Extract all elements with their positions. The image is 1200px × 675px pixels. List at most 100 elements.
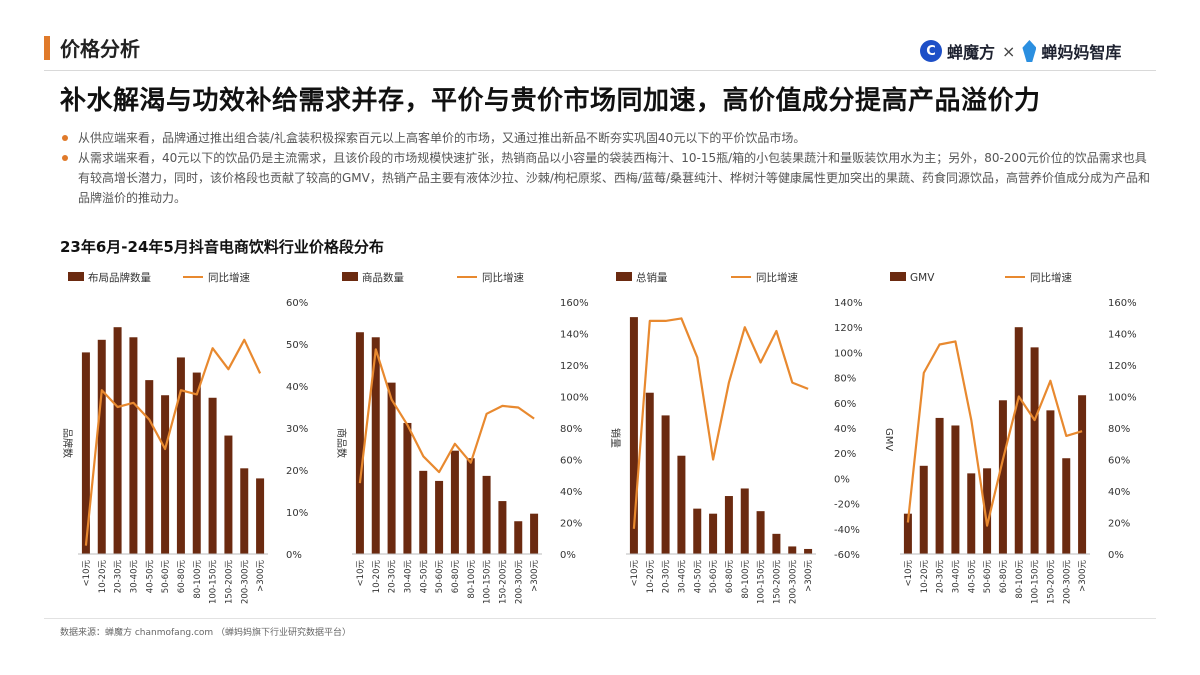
data-source: 数据来源：蝉魔方 chanmofang.com （蝉妈妈旗下行业研究数据平台） <box>60 628 352 638</box>
x-tick-label: 80-100元 <box>1015 560 1025 599</box>
chart-section-title: 23年6月-24年5月抖音电商饮料行业价格段分布 <box>60 238 384 256</box>
y2-tick-label: 60% <box>1108 456 1130 467</box>
y2-tick-label: -60% <box>834 550 860 561</box>
bar-1 <box>919 465 928 554</box>
x-tick-label: 50-60元 <box>435 560 445 594</box>
bar-2 <box>387 382 396 554</box>
x-tick-label: <10元 <box>82 560 92 587</box>
y2-tick-label: 20% <box>834 449 856 460</box>
y2-tick-label: 160% <box>1108 298 1137 309</box>
legend-line-label: 同比增速 <box>208 271 250 284</box>
y2-tick-label: 50% <box>286 340 308 351</box>
growth-line <box>906 340 1083 527</box>
y2-tick-label: 20% <box>1108 519 1130 530</box>
y2-tick-label: 100% <box>1108 393 1137 404</box>
x-tick-label: 150-200元 <box>1046 560 1056 605</box>
growth-line <box>358 348 535 484</box>
x-tick-label: <10元 <box>904 560 914 587</box>
x-tick-label: 100-150元 <box>757 560 767 605</box>
x-tick-label: >300元 <box>804 560 814 592</box>
y2-tick-label: -20% <box>834 500 860 511</box>
bullet-item-supply: 从供应端来看，品牌通过推出组合装/礼盒装积极探索百元以上高客单价的市场，又通过推… <box>60 128 1150 148</box>
y2-tick-label: 140% <box>1108 330 1137 341</box>
legend-bar-label: 布局品牌数量 <box>88 271 151 284</box>
x-tick-label: 200-300元 <box>788 560 798 605</box>
bar-8 <box>1030 347 1039 554</box>
y-axis-label: GMV <box>883 428 894 451</box>
y2-tick-label: 60% <box>286 298 308 309</box>
chart-panel-products: 商品数量 同比增速 商品数 <10元 10-20元 20-30元 30-40元 40-50元 5… <box>332 262 608 622</box>
bar-4 <box>419 470 428 554</box>
x-tick-label: 20-30元 <box>114 560 124 594</box>
bar-0 <box>629 317 638 554</box>
chart-svg: GMV 同比增速 GMV <10元 10-20元 20-30元 30-40元 40-50元 50… <box>883 271 1137 605</box>
bar-11 <box>804 548 813 554</box>
x-tick-label: 30-40元 <box>403 560 413 594</box>
bar-11 <box>530 513 539 554</box>
chart-panel-gmv: GMV 同比增速 GMV <10元 10-20元 20-30元 30-40元 40-50元 50… <box>880 262 1156 622</box>
bullet-dot-icon <box>62 135 68 141</box>
y2-tick-label: 0% <box>834 474 850 485</box>
bar-5 <box>161 395 170 554</box>
bar-10 <box>788 546 797 554</box>
bullet-text: 从供应端来看，品牌通过推出组合装/礼盒装积极探索百元以上高客单价的市场，又通过推… <box>78 131 806 145</box>
bar-8 <box>482 475 491 554</box>
bar-5 <box>435 480 444 554</box>
x-tick-label: 100-150元 <box>209 560 219 605</box>
bar-0 <box>355 332 364 554</box>
bar-9 <box>1046 410 1055 554</box>
bar-10 <box>240 468 249 554</box>
bar-2 <box>661 415 670 554</box>
y2-tick-label: 160% <box>560 298 589 309</box>
x-tick-label: 30-40元 <box>677 560 687 594</box>
x-tick-label: 150-200元 <box>772 560 782 605</box>
bar-6 <box>450 450 459 554</box>
brand-logos: C 蝉魔方 × 蝉妈妈智库 <box>920 38 1121 64</box>
y2-tick-label: 120% <box>1108 361 1137 372</box>
bar-11 <box>256 478 265 554</box>
bullet-list: 从供应端来看，品牌通过推出组合装/礼盒装积极探索百元以上高客单价的市场，又通过推… <box>60 128 1150 208</box>
y2-tick-label: 0% <box>560 550 576 561</box>
chanmama-logo-icon <box>1022 40 1037 62</box>
bar-4 <box>145 380 154 554</box>
growth-line <box>632 317 809 529</box>
bar-1 <box>97 339 106 554</box>
x-tick-label: 20-30元 <box>936 560 946 594</box>
y2-tick-label: 60% <box>560 456 582 467</box>
y2-tick-label: -40% <box>834 525 860 536</box>
growth-line <box>84 338 262 546</box>
y2-tick-label: 10% <box>286 508 308 519</box>
legend-bar-swatch <box>342 272 358 281</box>
footer-divider <box>44 618 1156 619</box>
bar-3 <box>403 422 412 554</box>
x-tick-label: 10-20元 <box>920 560 930 594</box>
y2-tick-label: 100% <box>560 393 589 404</box>
bar-9 <box>772 533 781 554</box>
y2-tick-label: 100% <box>834 348 863 359</box>
x-tick-label: 20-30元 <box>662 560 672 594</box>
legend-line-label: 同比增速 <box>482 271 524 284</box>
bar-4 <box>967 473 976 554</box>
bar-3 <box>677 455 686 554</box>
bar-10 <box>514 521 523 554</box>
bar-1 <box>645 392 654 554</box>
y2-tick-label: 80% <box>834 374 856 385</box>
x-tick-label: 50-60元 <box>983 560 993 594</box>
y2-tick-label: 120% <box>834 323 863 334</box>
legend-line-label: 同比增速 <box>756 271 798 284</box>
x-tick-label: 50-60元 <box>709 560 719 594</box>
bullet-dot-icon <box>62 155 68 161</box>
y2-tick-label: 60% <box>834 399 856 410</box>
x-tick-label: 30-40元 <box>951 560 961 594</box>
y2-tick-label: 20% <box>560 519 582 530</box>
legend-bar-swatch <box>68 272 84 281</box>
bullet-item-demand: 从需求端来看，40元以下的饮品仍是主流需求，且该价段的市场规模快速扩张，热销商品… <box>60 148 1150 208</box>
y2-tick-label: 40% <box>834 424 856 435</box>
header-divider <box>44 70 1156 71</box>
x-tick-label: 10-20元 <box>98 560 108 594</box>
x-tick-label: 60-80元 <box>451 560 461 594</box>
x-tick-label: 50-60元 <box>161 560 171 594</box>
